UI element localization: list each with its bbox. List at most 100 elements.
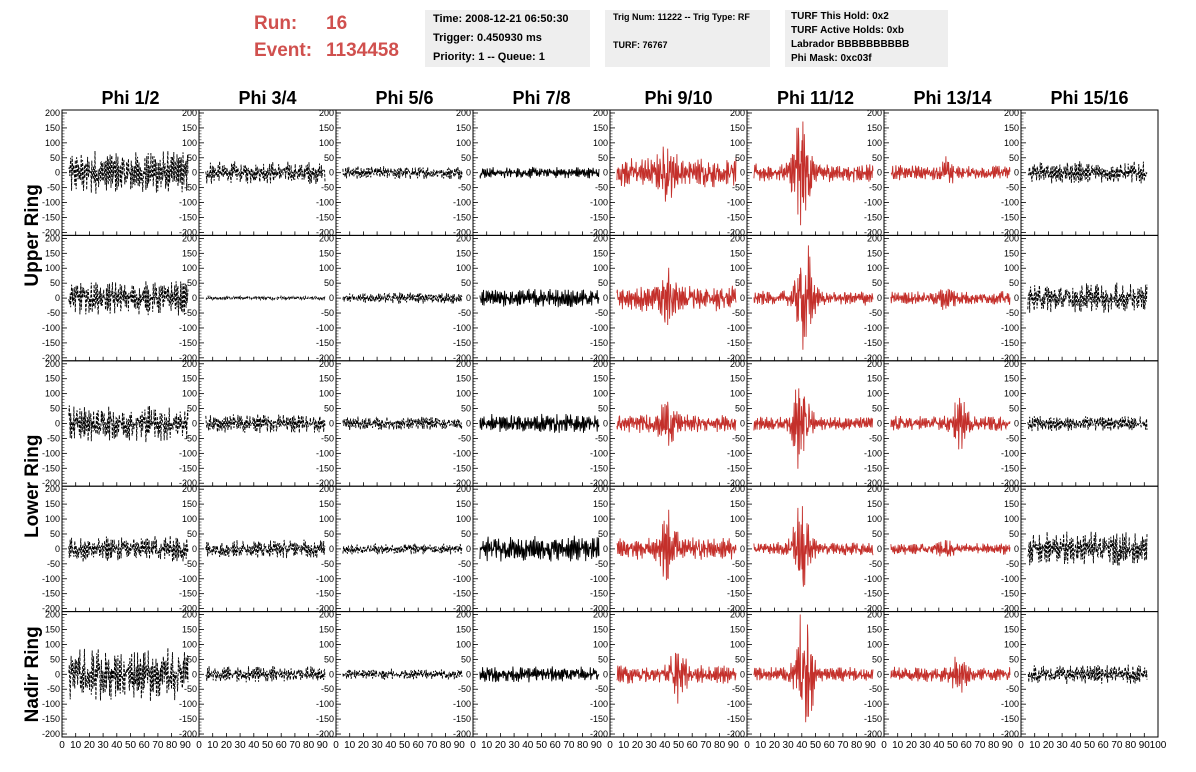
y-tick-label: -50 [595, 559, 608, 569]
y-tick-label: -150 [727, 589, 745, 599]
y-tick-label: -50 [458, 308, 471, 318]
x-tick-label: 0 [881, 740, 887, 751]
x-tick-label: 0 [59, 740, 65, 751]
y-tick-label: -150 [727, 714, 745, 724]
y-tick-label: 50 [461, 404, 471, 414]
y-tick-label: -200 [1001, 353, 1019, 363]
x-tick-label: 30 [783, 740, 795, 751]
y-tick-label: -50 [321, 559, 334, 569]
y-tick-label: -100 [179, 448, 197, 458]
y-tick-label: 50 [735, 529, 745, 539]
waveform-trace [890, 656, 1011, 693]
y-tick-label: 50 [1009, 278, 1019, 288]
y-tick-label: 0 [329, 168, 334, 178]
waveform-trace [68, 647, 189, 702]
y-tick-label: -100 [453, 448, 471, 458]
y-tick-label: 150 [45, 374, 60, 384]
y-tick-label: 200 [1004, 108, 1019, 118]
x-tick-label: 80 [440, 740, 452, 751]
y-tick-label: -50 [869, 308, 882, 318]
x-tick-label: 30 [98, 740, 110, 751]
y-tick-label: 100 [593, 514, 608, 524]
x-tick-label: 20 [221, 740, 233, 751]
y-tick-label: -200 [316, 729, 334, 739]
y-tick-label: -50 [47, 308, 60, 318]
y-tick-label: -50 [732, 684, 745, 694]
waveform-trace [68, 150, 189, 194]
y-tick-label: -200 [42, 729, 60, 739]
x-tick-label: 10 [1029, 740, 1041, 751]
y-tick-label: -50 [458, 433, 471, 443]
y-tick-label: 100 [1004, 138, 1019, 148]
y-tick-label: -150 [864, 338, 882, 348]
y-tick-label: -50 [1006, 684, 1019, 694]
y-tick-label: 50 [598, 404, 608, 414]
x-tick-label: 90 [865, 740, 877, 751]
turf-hold-text: TURF This Hold: 0x2 [791, 11, 889, 22]
y-tick-label: -50 [732, 433, 745, 443]
x-tick-label: 20 [358, 740, 370, 751]
y-tick-label: -50 [47, 433, 60, 443]
y-tick-label: 50 [187, 654, 197, 664]
y-tick-label: -150 [1001, 463, 1019, 473]
y-tick-label: 100 [593, 263, 608, 273]
x-tick-label: 40 [659, 740, 671, 751]
y-tick-label: -50 [869, 684, 882, 694]
y-tick-label: -100 [316, 448, 334, 458]
y-tick-label: 50 [50, 654, 60, 664]
y-tick-label: 0 [466, 669, 471, 679]
waveform-trace [616, 509, 737, 581]
x-tick-label: 60 [413, 740, 425, 751]
y-tick-label: -100 [727, 699, 745, 709]
y-tick-label: -200 [727, 604, 745, 614]
y-tick-label: -150 [179, 589, 197, 599]
y-tick-label: 150 [45, 499, 60, 509]
y-tick-label: -200 [864, 478, 882, 488]
y-tick-label: -50 [321, 308, 334, 318]
x-tick-label: 80 [166, 740, 178, 751]
x-tick-label: 50 [1084, 740, 1096, 751]
y-tick-label: 50 [598, 153, 608, 163]
y-tick-label: 50 [1009, 529, 1019, 539]
y-tick-label: -100 [727, 574, 745, 584]
y-tick-label: -150 [864, 212, 882, 222]
y-tick-label: 150 [1004, 248, 1019, 258]
y-tick-label: 50 [324, 654, 334, 664]
y-tick-label: 100 [730, 263, 745, 273]
y-tick-label: 100 [45, 138, 60, 148]
y-tick-label: 150 [456, 625, 471, 635]
x-tick-label: 20 [1043, 740, 1055, 751]
y-tick-label: -100 [453, 574, 471, 584]
waveform-trace [753, 245, 874, 350]
y-tick-label: 150 [593, 123, 608, 133]
x-tick-label: 60 [139, 740, 151, 751]
time-text: Time: 2008-12-21 06:50:30 [433, 13, 569, 25]
x-tick-label: 10 [344, 740, 356, 751]
y-tick-label: -200 [590, 729, 608, 739]
y-tick-label: 100 [319, 389, 334, 399]
y-tick-label: -100 [1001, 574, 1019, 584]
y-tick-label: -50 [595, 308, 608, 318]
waveform-trace [479, 413, 600, 433]
y-tick-label: -150 [316, 463, 334, 473]
y-tick-label: -150 [453, 338, 471, 348]
y-tick-label: -50 [869, 433, 882, 443]
y-tick-label: -200 [590, 604, 608, 614]
y-tick-label: 0 [466, 544, 471, 554]
y-tick-label: 200 [182, 108, 197, 118]
y-tick-label: 150 [1004, 499, 1019, 509]
y-tick-label: 100 [730, 138, 745, 148]
x-tick-label: 0 [196, 740, 202, 751]
y-tick-label: 200 [1004, 233, 1019, 243]
y-tick-label: -200 [727, 227, 745, 237]
y-tick-label: 50 [872, 404, 882, 414]
y-tick-label: -150 [1001, 589, 1019, 599]
y-tick-label: 50 [324, 153, 334, 163]
y-tick-label: 200 [593, 233, 608, 243]
x-tick-label: 90 [1002, 740, 1014, 751]
x-tick-label: 0 [1018, 740, 1024, 751]
y-tick-label: -150 [42, 463, 60, 473]
waveform-trace [479, 166, 600, 179]
y-tick-label: -150 [864, 463, 882, 473]
y-tick-label: -200 [453, 227, 471, 237]
